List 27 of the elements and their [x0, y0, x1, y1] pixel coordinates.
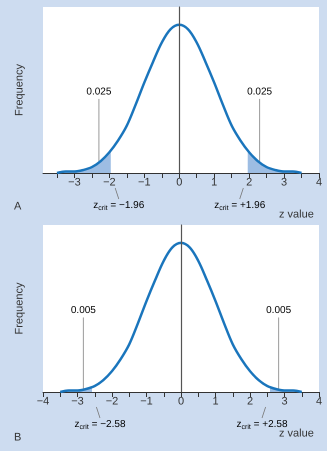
- x-tick-label: 1: [212, 396, 219, 408]
- x-tick-label: 2: [246, 396, 254, 408]
- annotation: 0.025: [86, 86, 112, 98]
- x-tick-label: −2: [103, 176, 116, 188]
- x-tick-label: 0: [178, 396, 184, 408]
- x-tick-label: 0: [176, 176, 182, 188]
- x-tick-label: −4: [36, 396, 50, 408]
- annotation: 0.005: [70, 304, 96, 316]
- x-tick-label: 2: [246, 176, 252, 188]
- y-axis-title: Frequency: [14, 282, 26, 334]
- x-tick-label: −1: [140, 396, 153, 408]
- text: A: [14, 200, 22, 212]
- x-tick-label: 4: [316, 176, 322, 188]
- annotation: 0.025: [247, 86, 273, 98]
- x-axis-title: z value: [279, 208, 314, 220]
- x-tick-label: 3: [281, 176, 288, 188]
- x-tick-label: −3: [68, 176, 81, 188]
- x-tick-label: −3: [71, 396, 84, 408]
- y-axis-title: Frequency: [14, 64, 26, 116]
- text: B: [14, 432, 22, 444]
- x-tick-label: −2: [106, 396, 118, 408]
- x-tick-label: 1: [211, 176, 218, 188]
- x-tick-label: −1: [138, 176, 151, 188]
- x-axis-title: z value: [279, 428, 314, 440]
- x-tick-label: 4: [316, 396, 322, 408]
- x-tick-label: 3: [281, 396, 288, 408]
- annotation: 0.005: [266, 304, 292, 316]
